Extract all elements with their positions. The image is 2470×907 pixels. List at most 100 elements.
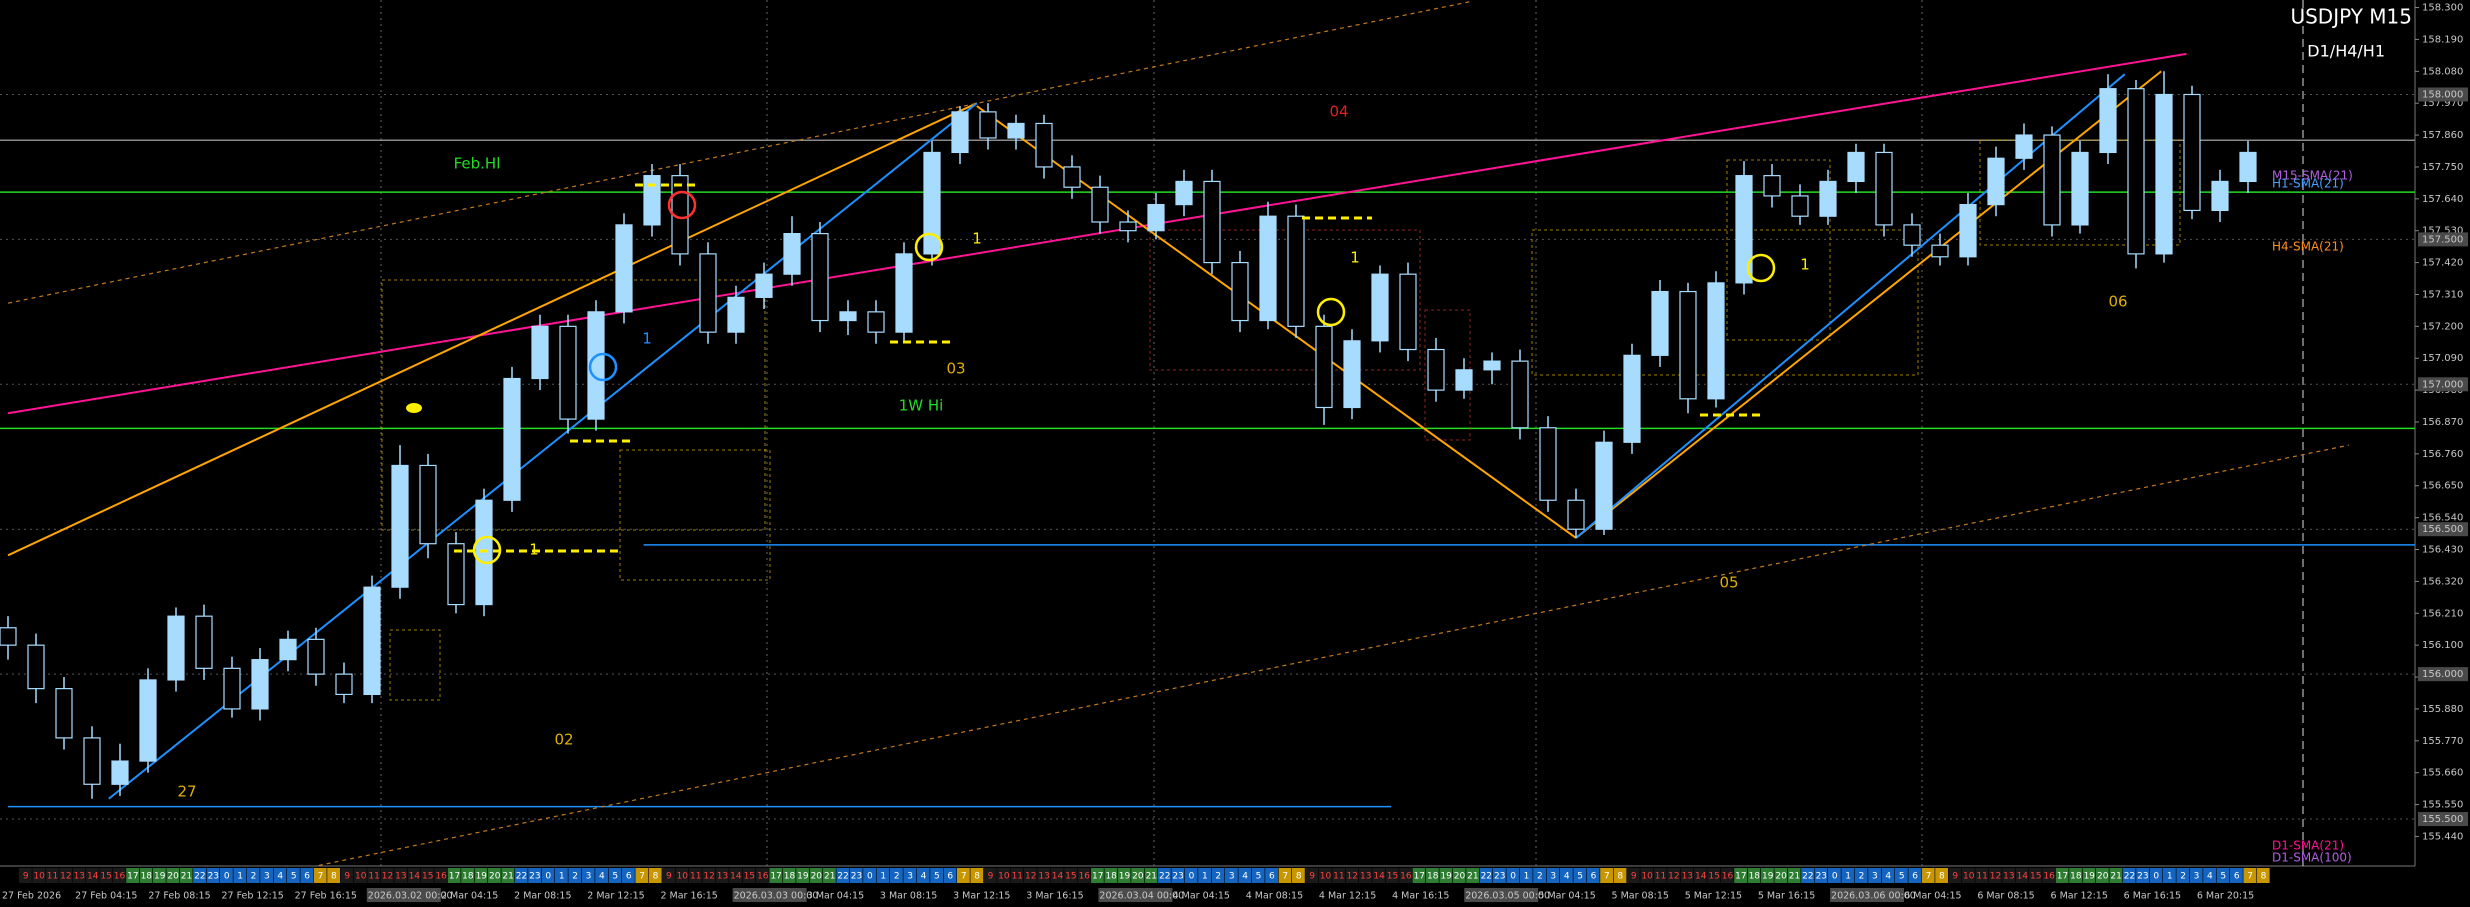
trend-line [7,52,2187,415]
hour-label: 2 [572,872,578,882]
hour-label: 9 [1952,872,1958,882]
candle-body [2015,134,2033,159]
hour-label: 18 [1427,872,1439,882]
candle-body [1399,273,1417,351]
hour-cell [1332,868,1345,883]
y-tick-label: 155.770 [2422,736,2463,747]
x-tick-label: 3 Mar 12:15 [953,891,1010,902]
hour-cell [1734,868,1747,883]
hour-label: 6 [1912,872,1918,882]
x-tick-label: 5 Mar 16:15 [1758,891,1815,902]
candle-body [167,615,185,681]
hour-label: 13 [1682,872,1693,882]
candle-body [1315,325,1333,409]
hour-label: 0 [1189,872,1195,882]
x-tick-label: 3 Mar 08:15 [880,891,937,902]
hour-label: 8 [653,872,659,882]
hour-cell [595,868,608,883]
y-tick-label: 156.320 [2422,576,2463,587]
candle-body [1791,195,1809,217]
hour-label: 7 [1282,872,1288,882]
hour-cell [1184,868,1198,883]
candle-body [643,175,661,226]
hour-cell [916,868,930,883]
hour-label: 18 [1105,872,1117,882]
candle-body [1847,151,1865,183]
hour-cell [1962,868,1975,883]
x-tick-label: 27 Feb 12:15 [221,891,283,902]
hour-label: 23 [529,872,540,882]
hour-cell [273,868,287,883]
candle-body [1231,261,1249,322]
hour-label: 21 [824,872,835,882]
zone-box [1979,139,2181,246]
hour-label: 12 [60,872,71,882]
hour-cell [287,868,300,883]
annotation: 03 [946,360,965,378]
hour-cell [300,868,314,883]
candle-body [1679,290,1697,400]
candle-body [839,311,857,322]
level-label-box [2418,377,2468,392]
hour-label: 6 [2234,872,2240,882]
hour-label: 9 [23,872,29,882]
hour-label: 20 [2097,872,2109,882]
x-tick-label: 2 Mar 12:15 [587,891,644,902]
hour-cell [1560,868,1573,883]
x-tick-label: 27 Feb 2026 [2,891,61,902]
hour-cell [1104,868,1118,883]
hour-cell [1117,868,1131,883]
candle-body [307,638,325,675]
hour-label: 16 [2043,872,2055,882]
hour-cell [2082,868,2096,883]
zone-box [381,279,766,531]
y-tick-label: 156.210 [2422,608,2463,619]
x-tick-label: 5 Mar 08:15 [1612,891,1669,902]
hour-label: 0 [867,872,873,882]
hour-cell [1372,868,1386,883]
hour-cell [354,868,367,883]
x-tick-label: 6 Mar 04:15 [1904,891,1961,902]
hour-cell [1573,868,1587,883]
y-tick-label: 155.440 [2422,831,2463,842]
candle-body [1035,122,1053,168]
hour-cell [112,868,126,883]
hour-label: 17 [1735,872,1746,882]
hour-label: 21 [1789,872,1800,882]
hour-label: 6 [1269,872,1275,882]
candle-body [1875,151,1893,226]
hour-label: 5 [1899,872,1905,882]
candle-body [2155,93,2173,255]
hour-cell [943,868,957,883]
hour-cell [2203,868,2216,883]
hour-cell [2243,868,2257,883]
hour-label: 5 [2220,872,2226,882]
hour-cell [1546,868,1560,883]
hour-label: 0 [2153,872,2159,882]
hour-cell [1801,868,1814,883]
hour-cell [1854,868,1868,883]
x-tick-label: 27 Feb 08:15 [148,891,210,902]
symbol-title: USDJPY M15 [2290,5,2412,29]
hour-label: 9 [1631,872,1637,882]
level-label: 156.500 [2422,524,2463,535]
hour-cell [1814,868,1828,883]
hour-label: 4 [599,872,605,882]
x-tick-label: 2026.03.02 00:00 [368,891,453,902]
hour-label: 17 [2057,872,2068,882]
level-label: 158.000 [2422,89,2463,100]
x-tick-label: 6 Mar 20:15 [2197,891,2254,902]
hour-label: 10 [355,872,367,882]
timeframes: D1/H4/H1 [2307,42,2385,61]
hour-cell [32,868,46,883]
hour-label: 22 [837,872,848,882]
hour-label: 18 [1749,872,1761,882]
hour-label: 14 [87,872,99,882]
hour-label: 20 [811,872,823,882]
hour-cell [702,868,716,883]
annotation: 1 [1800,256,1810,274]
candle-body [391,464,409,588]
y-tick-label: 157.970 [2422,98,2463,109]
hour-cell [1828,868,1841,883]
candle-body [55,688,73,739]
